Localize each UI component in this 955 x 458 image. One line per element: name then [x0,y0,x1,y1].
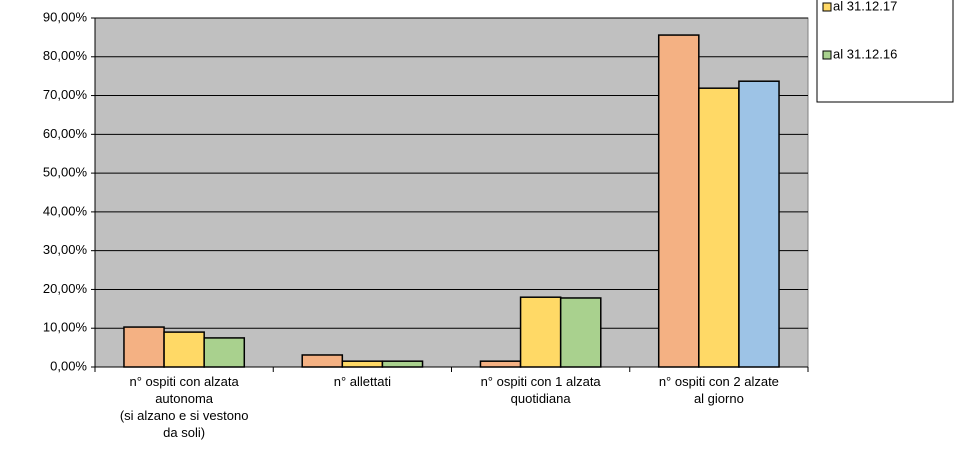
bar [479,360,522,368]
bar [559,297,602,368]
y-tick-label: 60,00% [43,126,88,141]
y-tick-label: 40,00% [43,203,88,218]
y-tick-label: 0,00% [50,358,87,373]
y-tick-label: 90,00% [43,9,88,24]
bar [203,337,246,368]
legend-swatch [822,50,832,60]
y-tick-label: 50,00% [43,165,88,180]
x-tick-label: n° ospiti con 2 alzate al giorno [659,374,779,406]
y-tick-label: 70,00% [43,87,88,102]
x-tick-label: n° allettati [334,374,391,389]
legend-label: al 31.12.17 [833,0,897,13]
legend [816,0,954,103]
bar [341,360,384,368]
legend-swatch [822,2,832,12]
bar [738,80,780,368]
x-tick-label: n° ospiti con alzata autonoma (si alzano e… [120,374,249,440]
bar [519,296,562,368]
bar [657,34,700,368]
bar [381,360,424,368]
y-tick-label: 80,00% [43,48,88,63]
bar [163,331,205,368]
legend-label: al 31.12.16 [833,46,897,61]
bar [698,87,740,368]
y-tick-label: 10,00% [43,320,88,335]
y-tick-label: 20,00% [43,281,88,296]
bar [123,326,165,368]
x-tick-label: n° ospiti con 1 alzata quotidiana [481,374,602,406]
y-tick-label: 30,00% [43,242,88,257]
bar [301,354,344,368]
